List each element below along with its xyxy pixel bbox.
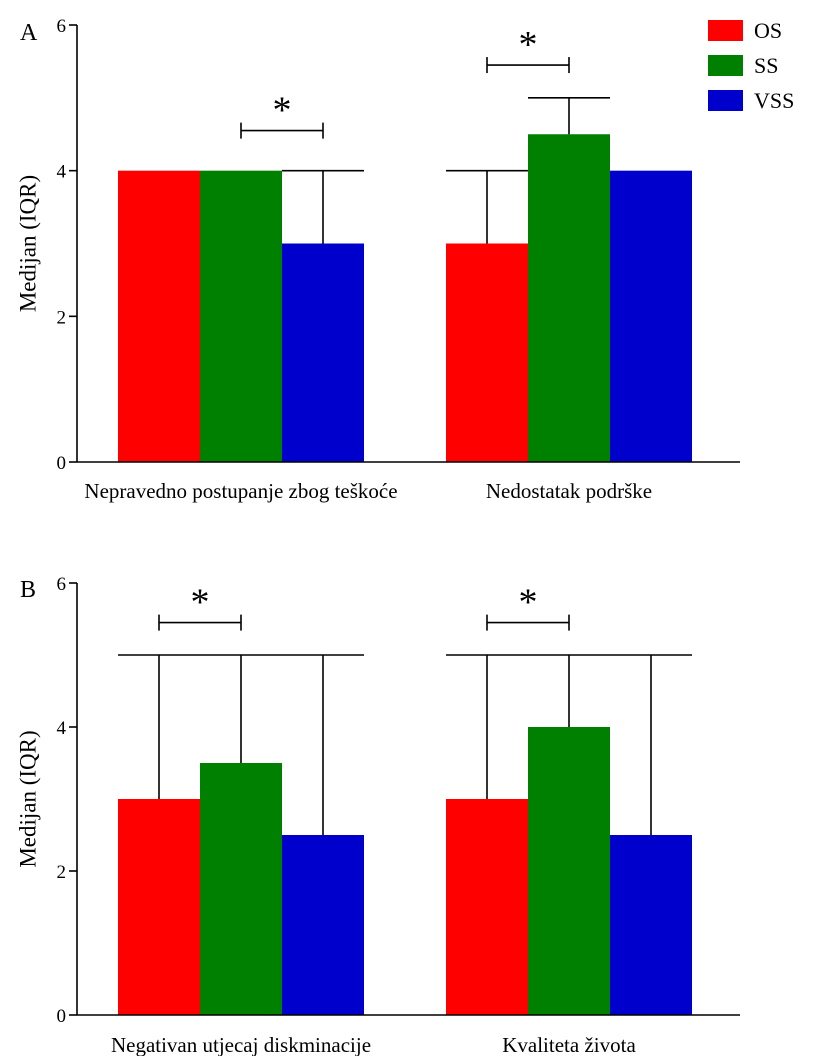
bar-os-2 <box>446 243 528 462</box>
panel-letter: A <box>20 20 38 46</box>
bar-ss-2 <box>528 727 610 1015</box>
y-tick-label: 2 <box>57 307 67 328</box>
significance-star: * <box>519 24 538 66</box>
category-label: Negativan utjecaj diskminacije <box>111 1033 371 1056</box>
significance-star: * <box>273 90 292 132</box>
bar-vss-1 <box>282 243 364 462</box>
panel-letter: B <box>20 577 36 603</box>
bar-os-1 <box>118 170 200 462</box>
legend-label-os: OS <box>754 18 782 43</box>
category-label: Nepravedno postupanje zbog teškoće <box>84 479 397 503</box>
bar-os-2 <box>446 799 528 1015</box>
bar-ss-1 <box>200 763 282 1015</box>
y-tick-label: 6 <box>57 16 67 37</box>
bar-os-1 <box>118 799 200 1015</box>
bar-ss-2 <box>528 134 610 462</box>
chart-panel-b: B Medijan (IQR) 0 2 4 6 Negativan utjecaj disk… <box>15 574 740 1056</box>
significance-star: * <box>191 582 210 624</box>
y-tick-label: 0 <box>57 1006 67 1027</box>
bar-ss-1 <box>200 170 282 462</box>
y-tick-label: 6 <box>57 574 67 595</box>
legend-swatch-vss <box>708 90 743 111</box>
y-tick-label: 4 <box>57 162 67 183</box>
bar-vss-2 <box>610 835 692 1015</box>
bar-vss-1 <box>282 835 364 1015</box>
bar-vss-2 <box>610 170 692 462</box>
legend-label-vss: VSS <box>754 88 794 113</box>
legend-swatch-ss <box>708 55 743 76</box>
chart-panel-a: A Medijan (IQR) 0 2 4 6 Nepravedno postupanje … <box>15 16 740 503</box>
y-tick-label: 4 <box>57 718 67 739</box>
legend-label-ss: SS <box>754 53 778 78</box>
legend: OS SS VSS <box>708 18 794 113</box>
category-label: Nedostatak podrške <box>486 479 652 503</box>
significance-star: * <box>519 582 538 624</box>
y-tick-label: 0 <box>57 453 67 474</box>
category-label: Kvaliteta života <box>502 1033 636 1056</box>
y-tick-label: 2 <box>57 862 67 883</box>
legend-swatch-os <box>708 20 743 41</box>
y-axis-title: Medijan (IQR) <box>15 730 40 867</box>
y-axis-title: Medijan (IQR) <box>15 175 40 312</box>
